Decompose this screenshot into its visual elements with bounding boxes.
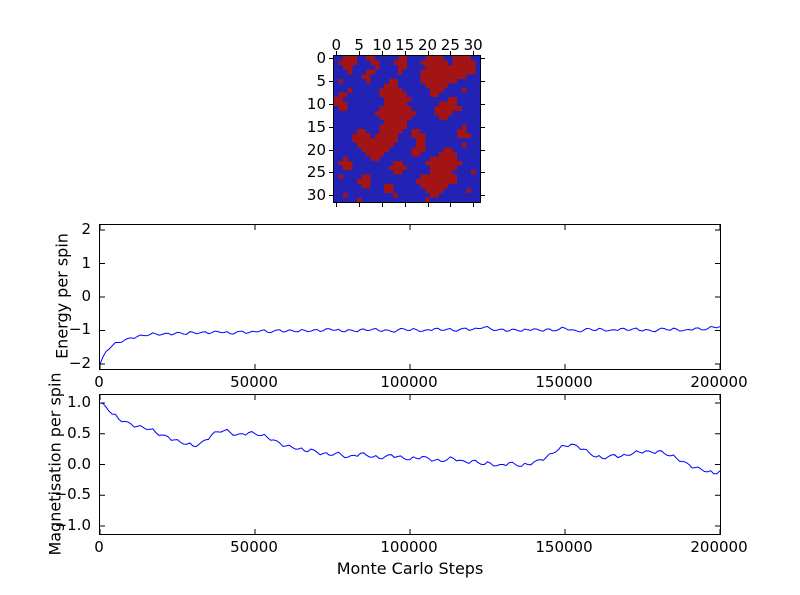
tick-mark bbox=[481, 195, 485, 197]
tick-label: 30 bbox=[463, 36, 483, 54]
tick-label: 100000 bbox=[380, 373, 438, 391]
tick-label: 20 bbox=[306, 140, 326, 159]
tick-mark bbox=[481, 172, 485, 174]
tick-label: 0.0 bbox=[67, 454, 91, 473]
tick-mark bbox=[427, 51, 429, 55]
tick-mark bbox=[381, 51, 383, 55]
tick-mark bbox=[329, 126, 333, 128]
tick-mark bbox=[381, 203, 383, 207]
axis-ticks bbox=[100, 395, 720, 534]
tick-mark bbox=[404, 203, 406, 207]
tick-label: −0.5 bbox=[54, 485, 91, 504]
tick-mark bbox=[481, 149, 485, 151]
data-series-line bbox=[100, 402, 720, 475]
tick-label: 1 bbox=[81, 253, 91, 272]
tick-label: −1 bbox=[68, 320, 91, 339]
tick-mark bbox=[359, 51, 361, 55]
tick-mark bbox=[427, 203, 429, 207]
tick-label: 5 bbox=[354, 36, 364, 54]
tick-label: 30 bbox=[306, 186, 326, 205]
tick-mark bbox=[329, 149, 333, 151]
tick-mark bbox=[329, 103, 333, 105]
tick-mark bbox=[481, 81, 485, 83]
tick-mark bbox=[481, 103, 485, 105]
tick-mark bbox=[404, 51, 406, 55]
tick-label: 200000 bbox=[690, 373, 748, 391]
tick-label: 50000 bbox=[230, 373, 278, 391]
tick-label: 25 bbox=[440, 36, 460, 54]
tick-label: 0 bbox=[316, 49, 326, 68]
tick-mark bbox=[336, 203, 338, 207]
tick-label: 25 bbox=[306, 163, 326, 182]
magnetisation-plot-box bbox=[99, 394, 721, 535]
spin-lattice-heatmap bbox=[334, 56, 480, 202]
tick-label: 0 bbox=[94, 373, 104, 391]
energy-line-chart bbox=[100, 225, 720, 369]
tick-label: 0 bbox=[331, 36, 342, 54]
tick-label: 150000 bbox=[535, 538, 593, 556]
tick-label: 0 bbox=[81, 287, 91, 305]
data-series-line bbox=[100, 325, 720, 365]
energy-plot-box bbox=[99, 224, 721, 370]
tick-mark bbox=[450, 203, 452, 207]
tick-label: 100000 bbox=[380, 538, 438, 556]
tick-label: 1.0 bbox=[67, 392, 91, 411]
tick-label: 2 bbox=[81, 220, 91, 239]
tick-mark bbox=[450, 51, 452, 55]
tick-label: 15 bbox=[395, 36, 415, 54]
tick-label: 20 bbox=[417, 36, 438, 54]
tick-label: 10 bbox=[372, 36, 392, 54]
tick-mark bbox=[329, 172, 333, 174]
tick-mark bbox=[481, 126, 485, 128]
tick-label: −1.0 bbox=[54, 516, 91, 534]
tick-label: 15 bbox=[306, 117, 326, 136]
tick-mark bbox=[336, 51, 338, 55]
axis-ticks bbox=[100, 225, 720, 369]
tick-mark bbox=[473, 51, 475, 55]
tick-label: 50000 bbox=[230, 538, 278, 556]
tick-mark bbox=[329, 58, 333, 60]
tick-label: 0.5 bbox=[67, 423, 91, 442]
tick-mark bbox=[329, 195, 333, 197]
spin-lattice-box bbox=[333, 55, 481, 203]
tick-label: 150000 bbox=[535, 373, 593, 391]
tick-mark bbox=[329, 81, 333, 83]
tick-mark bbox=[481, 58, 485, 60]
x-axis-label: Monte Carlo Steps bbox=[336, 559, 484, 578]
tick-label: 10 bbox=[306, 94, 326, 113]
tick-label: 5 bbox=[316, 72, 326, 91]
tick-mark bbox=[473, 203, 475, 207]
tick-mark bbox=[359, 203, 361, 207]
tick-label: 0 bbox=[94, 538, 104, 556]
tick-label: −2 bbox=[68, 353, 91, 372]
tick-label: 200000 bbox=[690, 538, 748, 556]
magnetisation-line-chart bbox=[100, 395, 720, 534]
